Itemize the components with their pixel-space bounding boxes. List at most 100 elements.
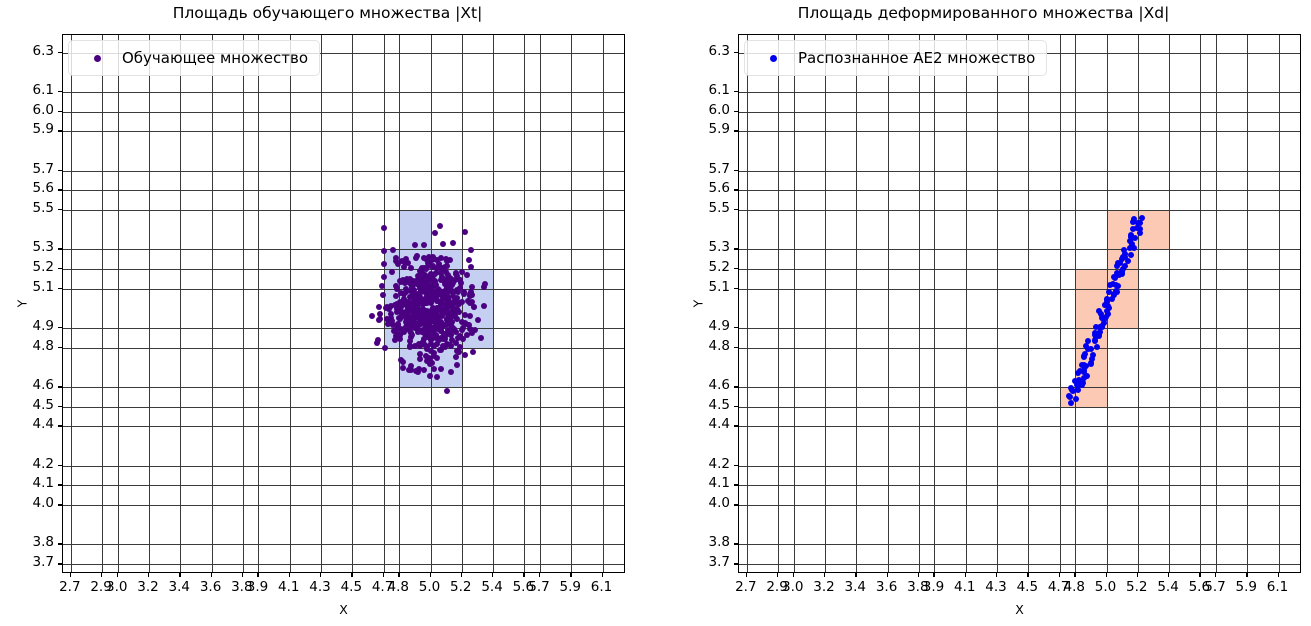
data-point — [383, 304, 390, 311]
gridline-horizontal — [63, 505, 624, 507]
gridline-horizontal — [739, 111, 1300, 113]
data-point — [450, 240, 457, 247]
gridline-horizontal — [739, 347, 1300, 349]
x-axis-tick — [745, 573, 748, 577]
gridline-vertical — [1278, 35, 1280, 572]
data-point — [401, 329, 408, 336]
y-axis-tick — [58, 248, 62, 250]
x-axis-tick — [996, 573, 998, 577]
data-point — [438, 277, 445, 284]
gridline-vertical — [778, 35, 780, 572]
data-point — [396, 298, 403, 305]
x-axis-tick-label: 5.0 — [1094, 579, 1117, 595]
data-point — [1118, 271, 1125, 278]
legend-left[interactable]: Обучающее множество — [68, 40, 321, 76]
y-axis-tick-label: 6.0 — [708, 101, 730, 118]
x-axis-tick — [241, 573, 244, 577]
data-point — [452, 270, 459, 277]
x-axis-tick — [523, 573, 525, 577]
data-point — [469, 348, 476, 355]
x-axis-tick — [933, 573, 935, 577]
data-point — [1087, 359, 1094, 366]
x-axis-tick-label: 6.1 — [590, 579, 613, 595]
y-axis-tick — [734, 563, 738, 565]
y-axis-tick — [58, 130, 62, 132]
data-point — [407, 343, 414, 350]
legend-right[interactable]: Распознанное AE2 множество — [744, 40, 1048, 76]
data-point — [1074, 382, 1081, 389]
y-axis-tick — [58, 563, 62, 565]
x-axis-tick-label: 5.7 — [528, 579, 550, 595]
x-axis-tick-label: 2.7 — [735, 579, 757, 595]
x-axis-tick — [179, 573, 181, 577]
data-point — [368, 313, 375, 320]
y-axis-tick-label: 3.8 — [32, 534, 54, 551]
data-point — [409, 323, 416, 330]
data-point — [468, 299, 475, 306]
data-point — [425, 330, 432, 337]
gridline-vertical — [746, 35, 748, 572]
data-point — [418, 288, 425, 295]
gridline-vertical — [493, 35, 495, 572]
data-point — [467, 263, 474, 270]
plot-area-left[interactable] — [62, 34, 625, 573]
data-point — [1088, 356, 1095, 363]
data-point — [445, 294, 452, 301]
y-axis-tick-label: 4.9 — [32, 318, 54, 335]
data-point — [410, 314, 417, 321]
data-point — [415, 301, 422, 308]
gridline-vertical — [1028, 35, 1030, 572]
data-point — [413, 314, 420, 321]
x-axis-tick — [1199, 573, 1201, 577]
gridline-horizontal — [63, 190, 624, 192]
legend-dot-icon — [769, 54, 777, 62]
data-point — [466, 321, 473, 328]
data-point — [442, 332, 449, 339]
gridline-horizontal — [63, 465, 624, 467]
y-axis-tick-label: 6.1 — [708, 82, 730, 99]
data-point — [434, 304, 441, 311]
data-point — [450, 292, 456, 299]
data-point — [388, 310, 395, 317]
data-point — [436, 288, 443, 295]
data-point — [438, 303, 445, 310]
y-axis-tick-label: 6.0 — [32, 101, 54, 118]
data-point — [417, 355, 424, 362]
gridline-vertical — [321, 35, 323, 572]
data-point — [468, 283, 475, 290]
data-point — [416, 321, 423, 328]
data-point — [1127, 232, 1134, 239]
data-point — [412, 342, 419, 349]
plot-area-right[interactable] — [738, 34, 1301, 573]
data-point — [394, 301, 401, 308]
gridline-horizontal — [63, 406, 624, 408]
data-point — [388, 269, 395, 276]
data-point — [431, 366, 438, 373]
data-point — [1105, 302, 1112, 309]
data-point — [409, 299, 416, 306]
x-axis-tick — [538, 573, 541, 577]
x-axis-tick-label: 3.8 — [231, 579, 253, 595]
y-axis-tick — [734, 91, 738, 93]
y-axis-tick — [734, 504, 738, 506]
data-point — [1065, 393, 1072, 400]
x-axis-tick-label: 5.6 — [1188, 579, 1211, 595]
data-point — [393, 293, 400, 300]
data-point — [1106, 288, 1113, 295]
gridline-horizontal — [63, 564, 624, 566]
data-point — [431, 293, 438, 300]
data-point — [426, 361, 433, 368]
data-point — [440, 335, 447, 342]
data-point — [431, 280, 438, 287]
data-point — [412, 278, 419, 285]
data-point — [408, 363, 415, 370]
x-axis-tick — [570, 573, 572, 577]
y-axis-tick — [58, 268, 62, 270]
x-axis-tick — [429, 573, 431, 577]
data-point — [1102, 314, 1109, 321]
x-axis-tick-label: 3.2 — [813, 579, 835, 595]
data-point — [402, 258, 409, 265]
gridline-horizontal — [739, 544, 1300, 546]
data-point — [425, 263, 432, 270]
y-axis-tick — [734, 327, 738, 329]
